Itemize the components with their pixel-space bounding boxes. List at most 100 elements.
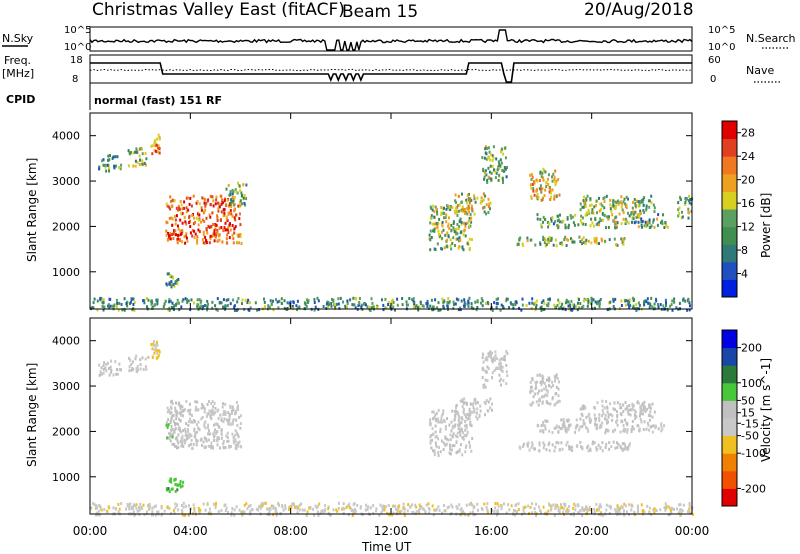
data-cell [476,508,479,512]
data-cell [141,356,144,360]
colorbar-swatch [722,453,737,472]
data-cell [121,308,124,312]
data-cell [547,302,550,305]
data-cell [570,237,572,241]
data-cell [624,303,627,307]
data-cell [170,417,173,421]
data-cell [454,199,457,203]
data-cell [177,224,179,228]
data-cell [368,305,371,309]
data-cell [207,224,210,228]
data-cell [324,508,327,511]
data-cell [610,505,612,509]
data-cell [153,304,156,308]
data-cell [209,234,212,238]
data-cell [193,509,196,513]
data-cell [188,214,191,218]
data-cell [216,214,219,218]
data-cell [653,511,656,515]
data-cell [606,308,609,312]
data-cell [206,412,209,416]
data-cell [541,198,544,202]
colorbar-tick-label: 50 [741,394,755,407]
data-cell [588,505,591,509]
data-cell [203,197,206,201]
data-cell [596,222,599,226]
data-cell [105,363,108,366]
data-cell [453,425,456,429]
data-cell [514,303,517,307]
data-cell [628,442,631,446]
data-cell [442,448,445,451]
data-cell [547,173,550,177]
data-cell [602,412,605,416]
data-cell [443,300,446,304]
data-cell [200,299,203,303]
data-cell [470,204,473,208]
data-cell [486,510,489,514]
data-cell [188,435,191,439]
data-cell [337,501,340,505]
data-cell [443,246,446,250]
data-cell [536,192,539,196]
data-cell [605,400,608,403]
data-cell [592,224,595,228]
data-cell [226,435,229,439]
data-cell [189,442,192,446]
data-cell [471,209,474,213]
data-cell [462,221,465,225]
data-cell [589,197,592,201]
data-cell [458,203,461,207]
data-cell [532,189,535,193]
data-cell [91,306,94,310]
data-cell [137,368,139,372]
data-cell [459,428,461,432]
data-cell [336,509,339,513]
data-cell [384,297,387,301]
data-cell [205,239,208,243]
data-cell [641,408,644,412]
data-cell [502,379,505,383]
data-cell [204,204,207,208]
data-cell [601,513,604,517]
data-cell [456,232,459,236]
data-cell [192,419,195,422]
data-cell [210,417,213,421]
data-cell [500,303,503,307]
data-cell [657,427,660,431]
data-cell [558,448,561,452]
data-cell [139,367,142,371]
data-cell [264,501,267,505]
data-cell [484,194,487,198]
data-cell [534,243,537,247]
data-cell [553,513,556,517]
data-cell [470,305,473,309]
data-cell [208,225,211,229]
data-cell [613,508,616,512]
data-cell [497,504,500,508]
data-cell [223,417,226,421]
data-cell [396,303,399,307]
data-cell [677,511,680,515]
data-cell [435,411,438,415]
time-tick-label: 20:00 [574,524,609,538]
velocity-region-4 [165,410,182,443]
data-cell [677,214,680,218]
data-cell [535,513,537,517]
data-cell [118,362,121,366]
data-cell [448,443,451,447]
data-cell [346,305,348,309]
data-cell [230,513,233,517]
data-cell [103,305,106,309]
data-cell [456,205,459,209]
data-cell [578,306,581,310]
data-cell [168,479,171,483]
data-cell [568,425,571,428]
data-cell [240,191,243,195]
data-cell [109,297,112,301]
data-cell [451,444,454,448]
data-cell [493,510,496,514]
data-cell [534,510,537,514]
data-cell [469,219,472,223]
data-cell [479,201,482,205]
